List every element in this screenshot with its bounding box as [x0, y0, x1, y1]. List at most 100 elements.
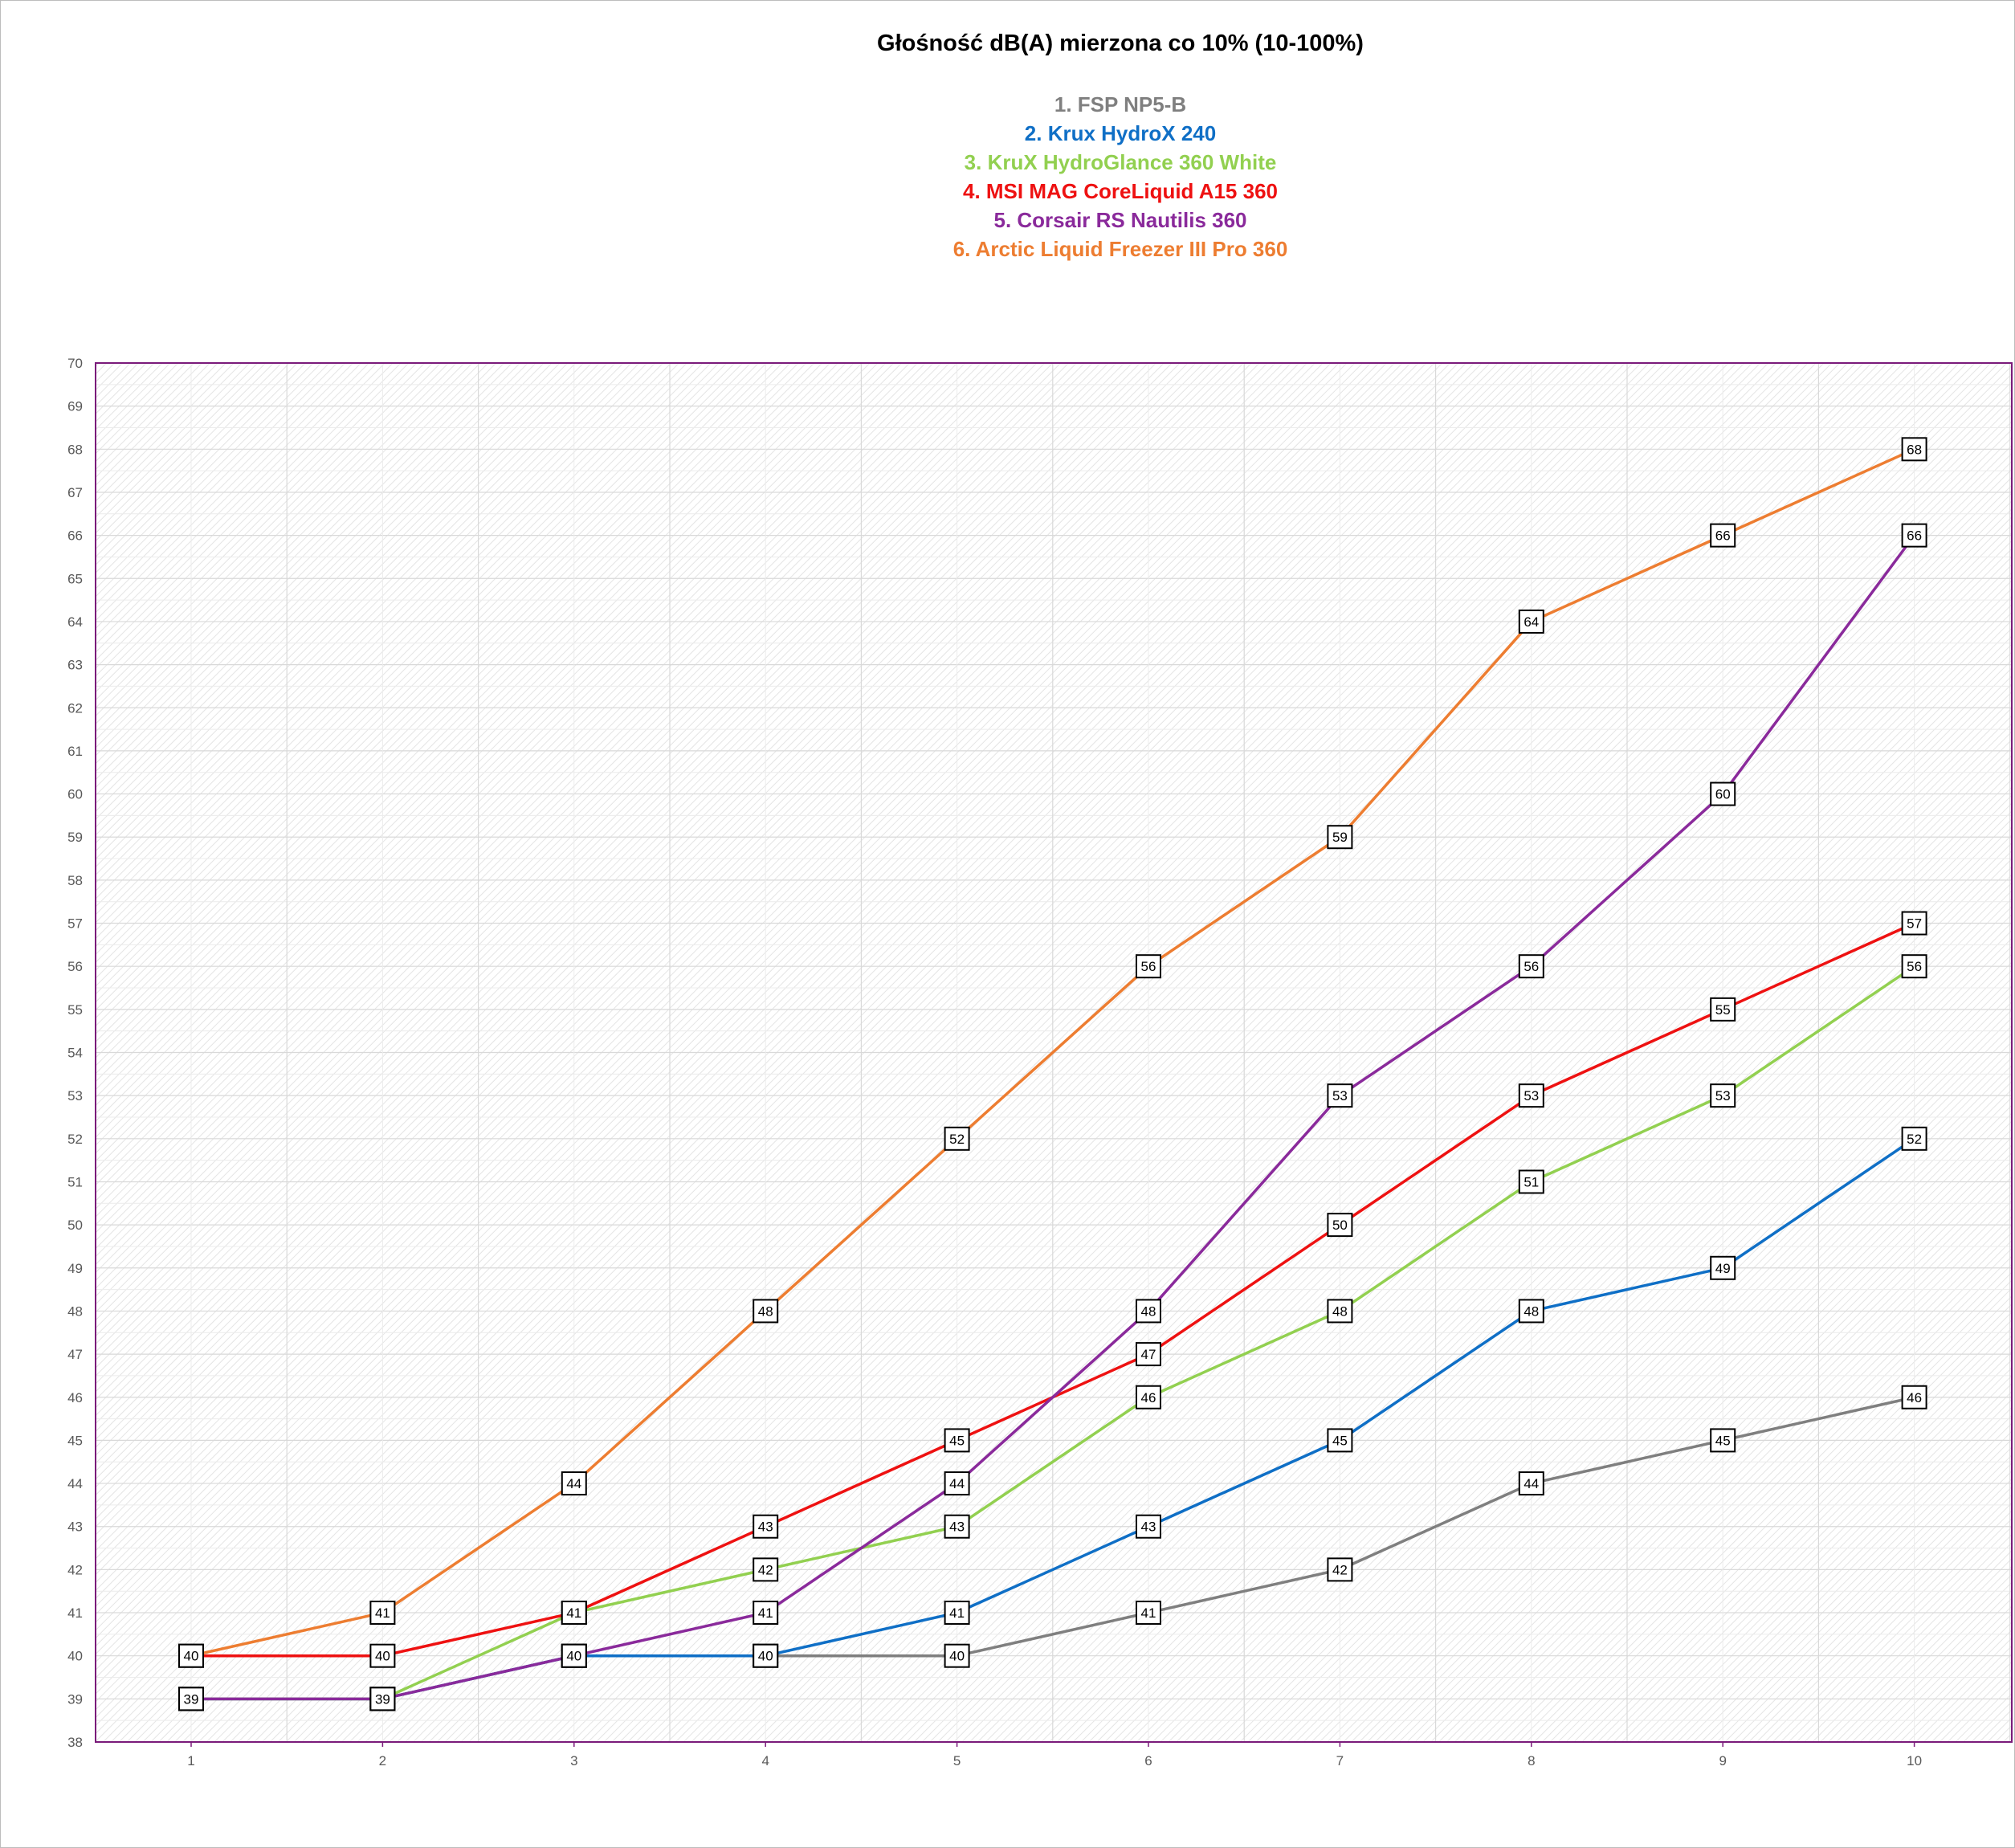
series-line-6	[190, 447, 1915, 1658]
data-label: 52	[944, 1126, 970, 1151]
data-label-text: 48	[1141, 1303, 1156, 1319]
data-label-text: 47	[1141, 1347, 1156, 1362]
data-label: 50	[1327, 1213, 1353, 1238]
data-label-box	[1518, 1083, 1544, 1108]
data-label-text: 52	[949, 1132, 965, 1147]
data-label-text: 40	[566, 1649, 581, 1664]
data-label: 59	[1327, 825, 1353, 850]
data-label-box	[944, 1126, 970, 1151]
y-tick-label: 45	[67, 1433, 83, 1448]
data-label-box	[1710, 1428, 1736, 1453]
data-label: 43	[944, 1514, 970, 1539]
data-label-box	[944, 1514, 970, 1539]
data-label: 44	[944, 1471, 970, 1496]
plot-border	[95, 362, 2013, 1743]
data-label-box	[1136, 1299, 1161, 1324]
data-label-text: 68	[1907, 442, 1922, 457]
data-label-box	[1901, 911, 1927, 936]
x-tick-label: 7	[1336, 1753, 1344, 1768]
data-label-text: 52	[1907, 1132, 1922, 1147]
data-label: 41	[944, 1601, 970, 1626]
y-tick-label: 58	[67, 873, 83, 888]
data-label-text: 48	[1332, 1303, 1348, 1319]
data-label-box	[1327, 1083, 1353, 1108]
data-label-box	[1136, 1514, 1161, 1539]
data-label-text: 40	[184, 1649, 199, 1664]
data-label: 41	[561, 1601, 587, 1626]
data-label: 39	[369, 1687, 396, 1711]
data-label-box	[944, 1428, 970, 1453]
x-tick-label: 6	[1144, 1753, 1152, 1768]
data-label-text: 44	[1523, 1476, 1539, 1491]
data-label-box	[1901, 1126, 1927, 1151]
data-label-text: 48	[1523, 1303, 1539, 1319]
y-tick-label: 38	[67, 1735, 83, 1750]
y-tick-label: 40	[67, 1649, 83, 1664]
y-tick-label: 53	[67, 1088, 83, 1103]
data-label-box	[1710, 997, 1736, 1022]
data-label: 48	[753, 1299, 779, 1324]
data-label-text: 41	[1141, 1605, 1156, 1621]
data-label-box	[1327, 1213, 1353, 1238]
data-label-text: 46	[1141, 1390, 1156, 1405]
legend-entry-corsair: 5. Corsair RS Nautilis 360	[993, 208, 1247, 232]
data-label-box	[1901, 437, 1927, 462]
data-label-box	[1327, 1557, 1353, 1582]
data-label-box	[1327, 825, 1353, 850]
data-label-box	[1327, 1428, 1353, 1453]
y-tick-label: 51	[67, 1174, 83, 1189]
data-label-text: 66	[1907, 528, 1922, 544]
data-label-box	[561, 1643, 587, 1668]
data-label-text: 41	[375, 1605, 390, 1621]
y-tick-label: 46	[67, 1390, 83, 1405]
data-label: 46	[1136, 1385, 1161, 1409]
data-label-text: 59	[1332, 830, 1348, 845]
data-label-box	[561, 1601, 587, 1626]
data-label: 45	[944, 1428, 970, 1453]
data-label-box	[1710, 1255, 1736, 1280]
y-tick-label: 65	[67, 571, 83, 586]
data-label-box	[1518, 609, 1544, 634]
data-label: 48	[1136, 1299, 1161, 1324]
y-tick-label: 39	[67, 1691, 83, 1707]
data-label: 53	[1518, 1083, 1544, 1108]
data-label: 40	[561, 1643, 587, 1668]
data-label: 47	[1136, 1342, 1161, 1367]
data-label: 40	[753, 1643, 779, 1668]
data-label-text: 41	[949, 1605, 965, 1621]
y-tick-label: 50	[67, 1218, 83, 1233]
data-label-text: 55	[1715, 1002, 1731, 1018]
data-label: 56	[1901, 954, 1927, 979]
x-tick-label: 1	[187, 1753, 194, 1768]
data-label: 46	[1901, 1385, 1927, 1409]
data-label-box	[753, 1643, 779, 1668]
chart-title: Głośność dB(A) mierzona co 10% (10-100%)	[877, 31, 1364, 56]
data-label-text: 44	[949, 1476, 965, 1491]
data-label: 41	[369, 1601, 396, 1626]
y-tick-label: 49	[67, 1261, 83, 1276]
x-tick-label: 10	[1907, 1753, 1922, 1768]
data-label-box	[178, 1687, 204, 1711]
data-label-box	[753, 1601, 779, 1626]
data-label-box	[1518, 1299, 1544, 1324]
data-label: 57	[1901, 911, 1927, 936]
data-label: 42	[1327, 1557, 1353, 1582]
data-label-text: 60	[1715, 787, 1731, 802]
legend-entry-arctic: 6. Arctic Liquid Freezer III Pro 360	[952, 237, 1288, 261]
x-tick-label: 5	[953, 1753, 961, 1768]
data-label-text: 57	[1907, 916, 1922, 932]
y-tick-label: 55	[67, 1002, 83, 1018]
data-label: 56	[1136, 954, 1161, 979]
data-labels: 3939404040414244454639394040414345484952…	[178, 437, 1927, 1711]
data-label: 55	[1710, 997, 1736, 1022]
y-tick-label: 59	[67, 830, 83, 845]
data-label-box	[1901, 1385, 1927, 1409]
x-tick-label: 3	[570, 1753, 577, 1768]
data-label-text: 40	[949, 1649, 965, 1664]
data-label-text: 39	[375, 1691, 390, 1707]
data-label-box	[369, 1601, 396, 1626]
data-label-box	[753, 1299, 779, 1324]
legend-entry-msi: 4. MSI MAG CoreLiquid A15 360	[962, 179, 1278, 203]
data-label: 48	[1327, 1299, 1353, 1324]
